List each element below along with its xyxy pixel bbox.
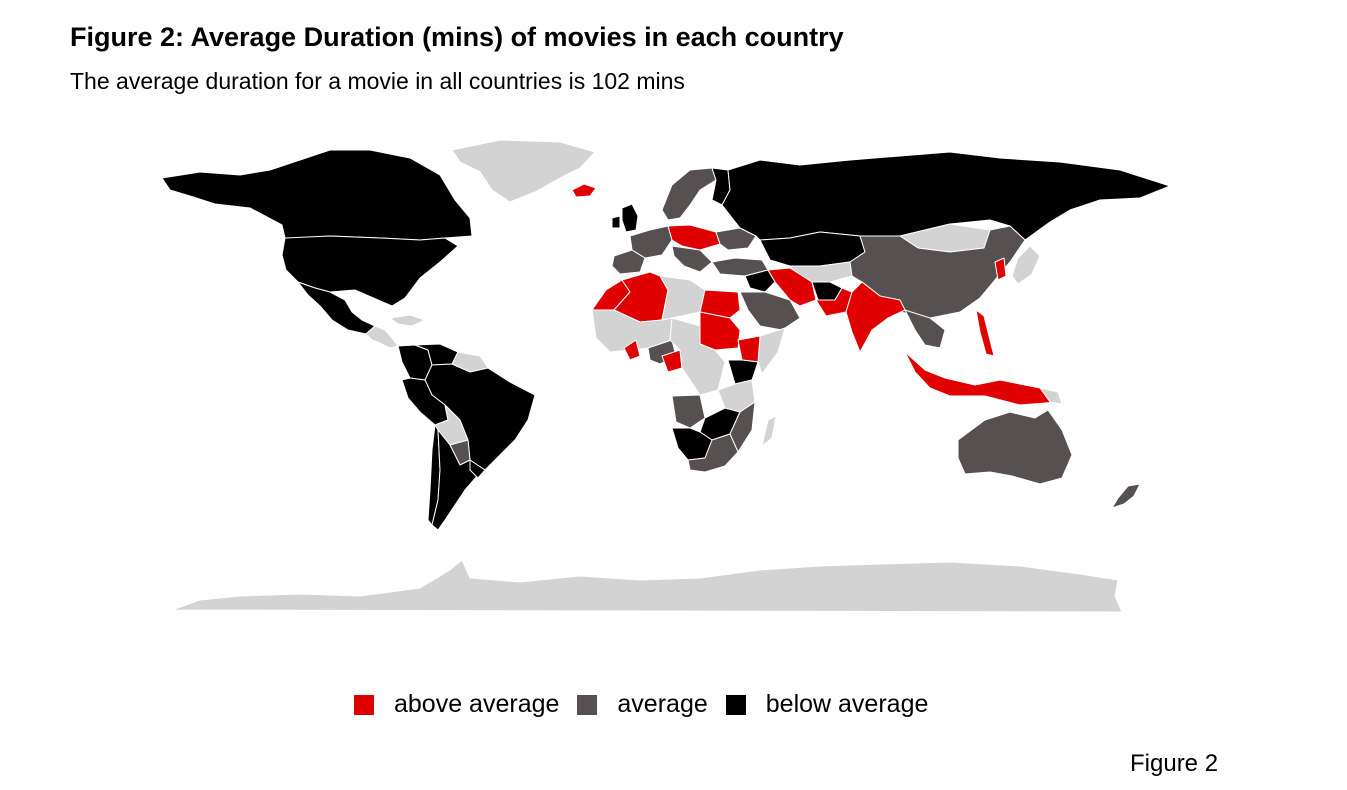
- country-central-america: [365, 325, 399, 349]
- figure-caption: Figure 2: [1130, 750, 1219, 777]
- legend-label-above-average: above average: [394, 690, 560, 718]
- country-australia: [957, 409, 1073, 485]
- country-egypt: [699, 289, 741, 319]
- country-libya: [659, 275, 706, 321]
- country-somalia: [757, 327, 786, 375]
- country-central-europe: [667, 224, 721, 251]
- legend-item-average: average: [577, 690, 708, 719]
- legend-item-above-average: above average: [354, 690, 559, 719]
- country-ghana: [623, 339, 641, 361]
- country-saudi-arabia: [739, 291, 801, 331]
- country-china: [849, 225, 1026, 319]
- country-philippines: [975, 309, 995, 357]
- country-indonesia: [904, 351, 1059, 406]
- country-madagascar: [761, 415, 777, 447]
- country-ireland: [611, 215, 621, 229]
- country-mozambique: [729, 401, 756, 453]
- country-usa: [281, 235, 459, 307]
- legend-label-below-average: below average: [765, 690, 929, 718]
- country-balkans: [671, 245, 713, 273]
- map-subtitle: The average duration for a movie in all …: [70, 68, 685, 94]
- map-title: Figure 2: Average Duration (mins) of mov…: [70, 22, 844, 52]
- country-korea: [994, 257, 1007, 281]
- legend-item-below-average: below average: [725, 690, 929, 719]
- country-southeast-asia: [904, 309, 946, 349]
- country-uk: [621, 203, 639, 233]
- legend-swatch-average: [577, 694, 598, 715]
- country-canada: [161, 149, 473, 241]
- country-argentina: [431, 429, 479, 531]
- country-japan: [1011, 245, 1041, 285]
- country-scandinavia: [661, 167, 717, 221]
- legend-swatch-below-average: [725, 694, 746, 715]
- country-iraq: [744, 269, 776, 293]
- country-sudan: [699, 311, 741, 351]
- country-iran: [767, 267, 817, 307]
- legend-label-average: average: [617, 690, 708, 718]
- map-legend: above average average below average: [354, 690, 946, 719]
- country-antarctica: [171, 559, 1123, 613]
- country-greenland: [451, 139, 596, 203]
- country-iceland: [571, 183, 597, 198]
- legend-swatch-above-average: [354, 694, 374, 715]
- country-iberia: [611, 249, 646, 275]
- country-angola: [671, 394, 706, 429]
- country-caribbean: [389, 314, 426, 327]
- country-papua: [1039, 387, 1063, 405]
- country-south-africa: [687, 433, 739, 473]
- country-uruguay: [469, 459, 486, 479]
- country-new-zealand: [1111, 483, 1141, 509]
- country-kenya: [727, 359, 759, 385]
